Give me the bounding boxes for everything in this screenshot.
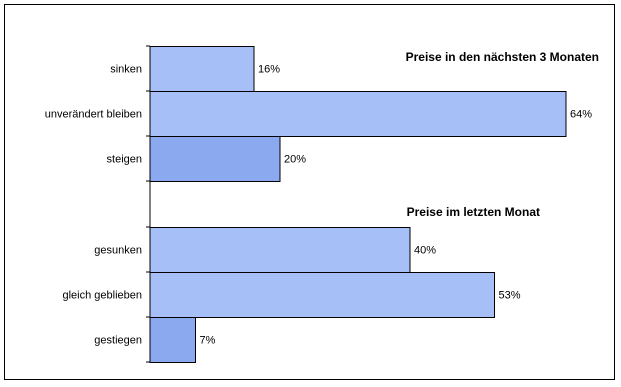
axis-layer bbox=[146, 45, 151, 363]
bar bbox=[149, 317, 196, 363]
category-label: gestiegen bbox=[94, 335, 142, 347]
group-title: Preise im letzten Monat bbox=[407, 205, 540, 219]
category-label: unverändert bleiben bbox=[45, 109, 142, 121]
chart-frame: Preise in den nächsten 3 Monaten sinken 16… bbox=[4, 4, 615, 380]
labels-layer: Preise in den nächsten 3 Monaten sinken 16… bbox=[45, 50, 599, 347]
data-label: 53% bbox=[499, 290, 521, 302]
category-label: gleich geblieben bbox=[62, 290, 142, 302]
bar-chart: Preise in den nächsten 3 Monaten sinken 16… bbox=[45, 45, 599, 363]
category-label: steigen bbox=[107, 154, 142, 166]
data-label: 16% bbox=[258, 64, 280, 76]
bar bbox=[149, 136, 281, 182]
category-label: gesunken bbox=[94, 245, 142, 257]
bar bbox=[149, 91, 567, 137]
data-label: 7% bbox=[200, 335, 216, 347]
category-label: sinken bbox=[110, 64, 142, 76]
data-label: 20% bbox=[284, 154, 306, 166]
group-title: Preise in den nächsten 3 Monaten bbox=[406, 50, 599, 64]
bar bbox=[149, 46, 255, 92]
bars-layer bbox=[149, 46, 567, 363]
bar bbox=[149, 227, 411, 273]
bar bbox=[149, 272, 495, 318]
data-label: 64% bbox=[570, 109, 592, 121]
data-label: 40% bbox=[414, 245, 436, 257]
